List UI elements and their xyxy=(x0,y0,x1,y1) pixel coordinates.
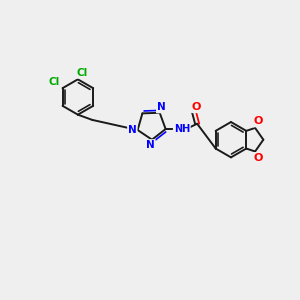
Text: NH: NH xyxy=(174,124,190,134)
Text: Cl: Cl xyxy=(48,77,59,87)
Text: O: O xyxy=(254,116,263,126)
Text: Cl: Cl xyxy=(77,68,88,78)
Text: N: N xyxy=(146,140,155,150)
Text: O: O xyxy=(254,153,263,163)
Text: N: N xyxy=(157,103,166,112)
Text: O: O xyxy=(192,102,201,112)
Text: N: N xyxy=(128,125,137,135)
